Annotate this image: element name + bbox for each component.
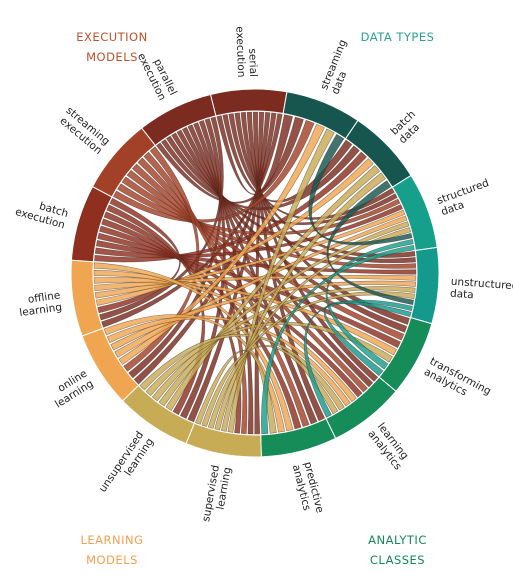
label-batch-data: batchdata bbox=[388, 108, 426, 146]
ribbon-unsupervised-learning-to-unstructured-data bbox=[151, 286, 416, 402]
ribbon-unstructured-data-to-learning-analytics bbox=[303, 299, 413, 418]
arc-serial-execution bbox=[209, 88, 288, 117]
label-supervised-learning: supervisedlearning bbox=[200, 464, 234, 525]
ribbon-online-learning-to-predictive-analytics bbox=[103, 314, 286, 433]
ribbon-supervised-learning-to-structured-data bbox=[214, 226, 412, 431]
ribbon-streaming-execution-to-streaming-data bbox=[112, 119, 315, 223]
ribbon-supervised-learning-to-batch-data bbox=[220, 172, 386, 432]
label-offline-learning-line-1: offline bbox=[27, 289, 61, 305]
ribbon-online-learning-to-learning-analytics bbox=[106, 315, 351, 407]
ribbon-streaming-execution-to-predictive-analytics bbox=[137, 157, 310, 428]
ribbon-batch-execution-to-offline-learning bbox=[97, 197, 181, 314]
ribbon-parallel-execution-to-learning-analytics bbox=[181, 126, 374, 388]
execution-models-heading: EXECUTION MODELS bbox=[62, 27, 162, 67]
ribbon-online-learning-to-structured-data bbox=[114, 215, 408, 358]
ribbon-serial-execution-to-unstructured-data bbox=[234, 112, 416, 258]
ribbon-streaming-execution-to-structured-data bbox=[117, 183, 401, 236]
ribbon-offline-learning-to-batch-data bbox=[95, 158, 374, 306]
ribbon-offline-learning-to-transforming-analytics bbox=[93, 277, 398, 356]
label-batch-execution: batchexecution bbox=[14, 194, 70, 231]
label-offline-learning-line-2: learning bbox=[19, 301, 63, 319]
arc-layer bbox=[70, 88, 440, 458]
ribbon-serial-execution-to-transforming-analytics bbox=[240, 111, 410, 325]
ribbon-batch-execution-to-structured-data bbox=[94, 204, 404, 259]
ribbon-batch-execution-to-batch-data bbox=[94, 151, 368, 263]
arc-parallel-execution bbox=[141, 93, 217, 147]
ribbon-structured-data-to-predictive-analytics bbox=[261, 244, 415, 435]
ribbon-online-learning-to-streaming-data bbox=[118, 123, 325, 365]
ribbon-structured-data-to-transforming-analytics bbox=[325, 238, 414, 370]
label-unstructured-data-line-1: unstructured bbox=[450, 276, 513, 293]
label-streaming-execution: streamingexecution bbox=[56, 104, 112, 156]
learning-models-line-1: LEARNING bbox=[80, 533, 144, 547]
label-learning-analytics: learninganalytics bbox=[365, 421, 413, 473]
label-unsupervised-learning: unsupervisedlearning bbox=[97, 429, 156, 501]
ribbon-serial-execution-to-learning-analytics bbox=[246, 111, 379, 382]
ribbon-streaming-data-to-structured-data bbox=[308, 133, 413, 246]
analytic-classes-line-1: ANALYTIC bbox=[368, 533, 427, 547]
label-serial-execution-line-1: serial bbox=[246, 48, 259, 77]
label-structured-data: structureddata bbox=[435, 177, 494, 218]
ribbon-supervised-learning-to-predictive-analytics bbox=[195, 349, 277, 434]
ribbon-batch-data-to-unstructured-data bbox=[326, 180, 415, 306]
learning-models-heading: LEARNING MODELS bbox=[62, 530, 162, 570]
ribbon-batch-execution-to-learning-analytics bbox=[99, 225, 363, 398]
learning-models-line-2: MODELS bbox=[86, 553, 138, 567]
ribbon-unsupervised-learning-to-batch-data bbox=[165, 165, 381, 411]
ribbon-streaming-execution-to-supervised-learning bbox=[143, 151, 248, 435]
ribbon-supervised-learning-to-streaming-data bbox=[227, 128, 335, 433]
label-unstructured-data-line-2: data bbox=[450, 288, 474, 302]
label-unstructured-data: unstructureddata bbox=[450, 276, 513, 305]
label-offline-learning: offlinelearning bbox=[17, 289, 63, 319]
ribbon-parallel-execution-to-unstructured-data bbox=[171, 132, 416, 264]
data-types-line-1: DATA TYPES bbox=[360, 30, 435, 44]
label-serial-execution: serialexecution bbox=[233, 26, 259, 78]
label-transforming-analytics: transforminganalytics bbox=[422, 355, 493, 408]
ribbon-batch-execution-to-transforming-analytics bbox=[97, 232, 401, 349]
execution-models-line-2: MODELS bbox=[86, 50, 138, 64]
label-serial-execution-line-2: execution bbox=[233, 26, 247, 78]
execution-models-line-1: EXECUTION bbox=[76, 30, 148, 44]
label-online-learning: onlinelearning bbox=[47, 368, 96, 411]
ribbon-unsupervised-learning-to-structured-data bbox=[158, 221, 410, 407]
ribbon-unsupervised-learning-to-learning-analytics bbox=[139, 333, 345, 411]
ribbon-parallel-execution-to-batch-data bbox=[160, 138, 360, 210]
label-predictive-analytics: predictiveanalytics bbox=[290, 461, 326, 518]
ribbon-supervised-learning-to-unstructured-data bbox=[207, 291, 415, 429]
ribbon-supervised-learning-to-learning-analytics bbox=[201, 345, 339, 427]
analytic-classes-heading: ANALYTIC CLASSES bbox=[345, 530, 450, 570]
ribbon-layer bbox=[93, 111, 417, 435]
data-types-heading: DATA TYPES bbox=[340, 27, 455, 47]
ribbon-parallel-execution-to-structured-data bbox=[166, 135, 398, 225]
ribbon-unsupervised-learning-to-transforming-analytics bbox=[145, 321, 393, 397]
ribbon-offline-learning-to-predictive-analytics bbox=[93, 262, 294, 432]
analytic-classes-line-2: CLASSES bbox=[369, 553, 426, 567]
ribbon-unstructured-data-to-transforming-analytics bbox=[323, 301, 412, 377]
